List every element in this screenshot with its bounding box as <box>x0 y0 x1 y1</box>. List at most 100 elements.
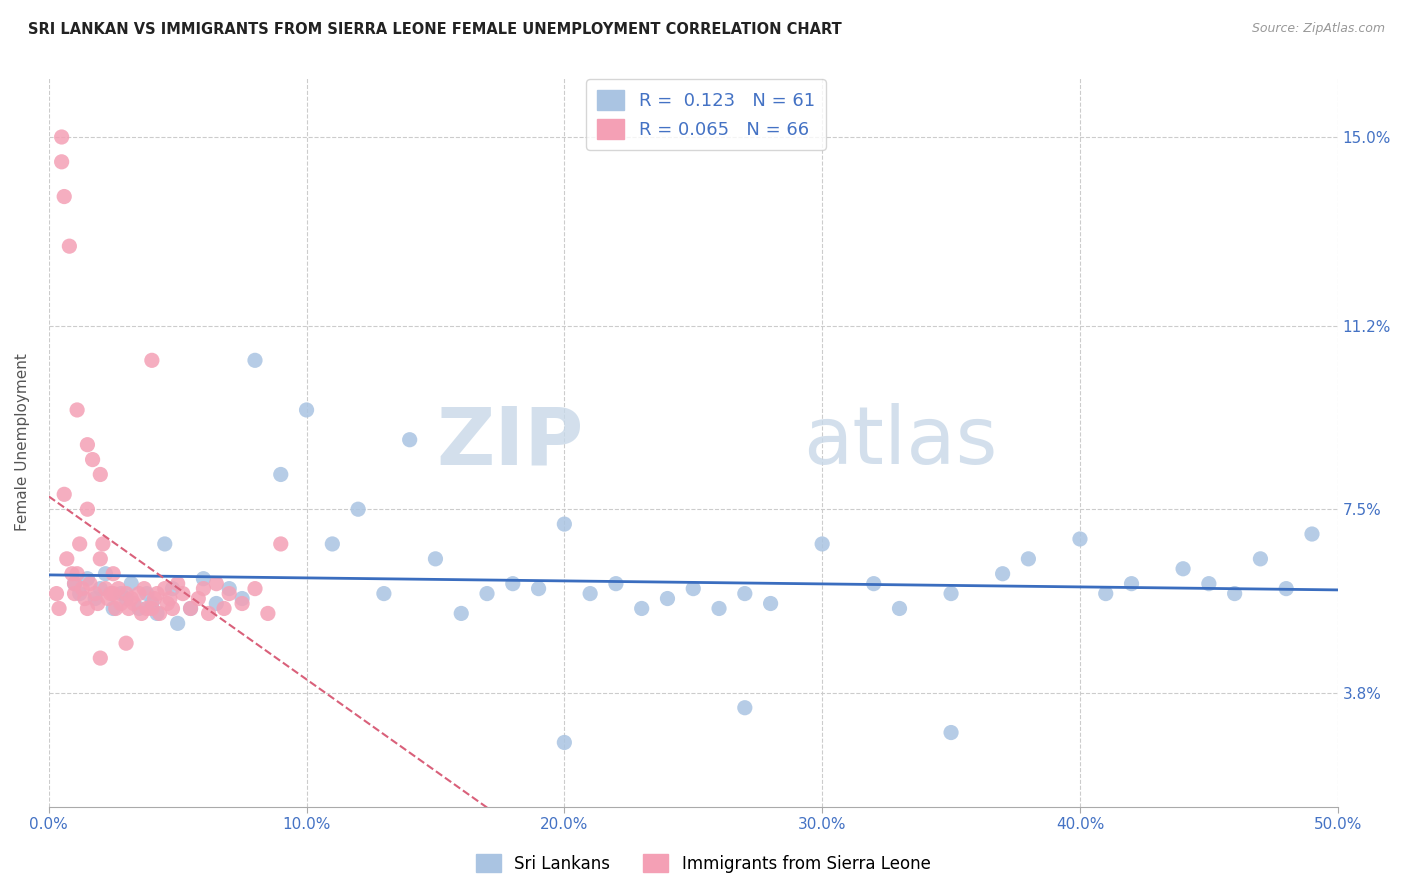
Point <box>79 576 101 591</box>
Point <box>991 566 1014 581</box>
Point <box>115 636 138 650</box>
Point <box>205 576 228 591</box>
Y-axis label: Female Unemployment: Female Unemployment <box>15 353 30 531</box>
Point <box>205 597 228 611</box>
Point <box>939 586 962 600</box>
Point <box>180 601 202 615</box>
Point <box>103 566 125 581</box>
Point <box>89 552 111 566</box>
Point <box>153 537 176 551</box>
Point <box>759 597 782 611</box>
Point <box>156 597 179 611</box>
Point <box>159 591 181 606</box>
Point <box>153 582 176 596</box>
Point <box>76 438 98 452</box>
Text: ZIP: ZIP <box>436 403 583 481</box>
Point <box>425 552 447 566</box>
Point <box>131 607 153 621</box>
Point <box>373 586 395 600</box>
Point <box>1069 532 1091 546</box>
Point <box>53 487 76 501</box>
Point <box>630 601 652 615</box>
Point <box>143 591 166 606</box>
Legend: Sri Lankans, Immigrants from Sierra Leone: Sri Lankans, Immigrants from Sierra Leon… <box>468 847 938 880</box>
Point <box>166 576 188 591</box>
Point <box>682 582 704 596</box>
Point <box>605 576 627 591</box>
Point <box>502 576 524 591</box>
Point <box>193 572 215 586</box>
Point <box>103 586 125 600</box>
Point <box>1249 552 1271 566</box>
Point <box>76 502 98 516</box>
Point <box>72 582 94 596</box>
Point <box>141 601 163 615</box>
Point <box>89 582 111 596</box>
Point <box>146 586 169 600</box>
Point <box>218 582 240 596</box>
Point <box>76 601 98 615</box>
Point <box>141 597 163 611</box>
Point <box>63 586 86 600</box>
Point <box>135 601 157 615</box>
Point <box>128 586 150 600</box>
Point <box>120 591 142 606</box>
Point <box>347 502 370 516</box>
Point <box>553 735 575 749</box>
Point <box>1121 576 1143 591</box>
Point <box>115 586 138 600</box>
Point <box>122 597 145 611</box>
Point <box>103 601 125 615</box>
Point <box>51 154 73 169</box>
Point <box>1094 586 1116 600</box>
Point <box>149 607 172 621</box>
Point <box>1198 576 1220 591</box>
Point <box>243 353 266 368</box>
Point <box>82 452 104 467</box>
Point <box>63 576 86 591</box>
Point <box>1171 562 1194 576</box>
Point <box>1275 582 1298 596</box>
Point <box>270 467 292 482</box>
Point <box>862 576 884 591</box>
Point <box>889 601 911 615</box>
Point <box>321 537 343 551</box>
Point <box>104 601 127 615</box>
Point <box>89 651 111 665</box>
Point <box>128 601 150 615</box>
Point <box>89 467 111 482</box>
Point <box>1301 527 1323 541</box>
Point <box>193 582 215 596</box>
Point <box>84 586 107 600</box>
Point <box>553 517 575 532</box>
Point <box>707 601 730 615</box>
Point <box>257 607 280 621</box>
Point <box>66 566 89 581</box>
Point <box>66 403 89 417</box>
Point <box>1017 552 1039 566</box>
Point <box>811 537 834 551</box>
Point <box>107 582 129 596</box>
Point <box>172 586 194 600</box>
Point <box>110 586 132 600</box>
Point <box>146 607 169 621</box>
Point <box>94 582 117 596</box>
Point <box>166 616 188 631</box>
Point <box>450 607 472 621</box>
Point <box>76 572 98 586</box>
Point <box>579 586 602 600</box>
Point <box>120 576 142 591</box>
Text: atlas: atlas <box>803 403 997 481</box>
Point <box>939 725 962 739</box>
Point <box>231 597 253 611</box>
Point <box>657 591 679 606</box>
Point <box>162 582 184 596</box>
Point <box>100 586 122 600</box>
Point <box>45 586 67 600</box>
Point <box>48 601 70 615</box>
Point <box>135 586 157 600</box>
Point <box>243 582 266 596</box>
Point <box>734 700 756 714</box>
Point <box>218 586 240 600</box>
Point <box>1223 586 1246 600</box>
